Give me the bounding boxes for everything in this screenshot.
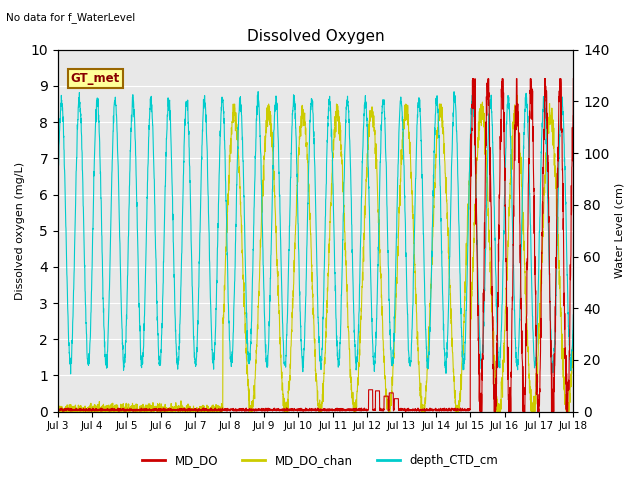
MD_DO_chan	[54, 409, 61, 415]
Line: MD_DO_chan: MD_DO_chan	[58, 95, 573, 412]
depth_CTD_cm	[254, 89, 262, 95]
MD_DO_chan	[559, 363, 567, 369]
Legend: MD_DO, MD_DO_chan, depth_CTD_cm: MD_DO, MD_DO_chan, depth_CTD_cm	[137, 449, 503, 472]
MD_DO	[469, 76, 477, 82]
MD_DO	[54, 408, 61, 414]
Y-axis label: Water Level (cm): Water Level (cm)	[615, 183, 625, 278]
MD_DO	[274, 408, 282, 413]
MD_DO	[476, 409, 484, 415]
MD_DO_chan	[513, 92, 521, 98]
MD_DO_chan	[274, 268, 282, 274]
depth_CTD_cm	[570, 312, 577, 318]
Y-axis label: Dissolved oxygen (mg/L): Dissolved oxygen (mg/L)	[15, 162, 25, 300]
depth_CTD_cm	[54, 189, 61, 194]
MD_DO	[570, 76, 577, 82]
Text: No data for f_WaterLevel: No data for f_WaterLevel	[6, 12, 136, 23]
MD_DO	[143, 407, 151, 413]
MD_DO_chan	[113, 409, 120, 415]
depth_CTD_cm	[143, 180, 151, 186]
depth_CTD_cm	[560, 119, 568, 124]
MD_DO_chan	[252, 367, 259, 372]
MD_DO	[504, 344, 512, 350]
MD_DO	[113, 407, 120, 413]
depth_CTD_cm	[67, 371, 74, 377]
depth_CTD_cm	[113, 123, 121, 129]
Line: depth_CTD_cm: depth_CTD_cm	[58, 92, 573, 374]
depth_CTD_cm	[252, 148, 260, 154]
MD_DO_chan	[570, 339, 577, 345]
MD_DO	[560, 235, 568, 241]
Text: GT_met: GT_met	[71, 72, 120, 85]
Title: Dissolved Oxygen: Dissolved Oxygen	[247, 29, 385, 44]
depth_CTD_cm	[275, 136, 282, 142]
MD_DO	[252, 407, 259, 412]
Line: MD_DO: MD_DO	[58, 79, 573, 412]
MD_DO_chan	[504, 252, 511, 257]
MD_DO_chan	[143, 406, 151, 411]
depth_CTD_cm	[504, 93, 512, 98]
